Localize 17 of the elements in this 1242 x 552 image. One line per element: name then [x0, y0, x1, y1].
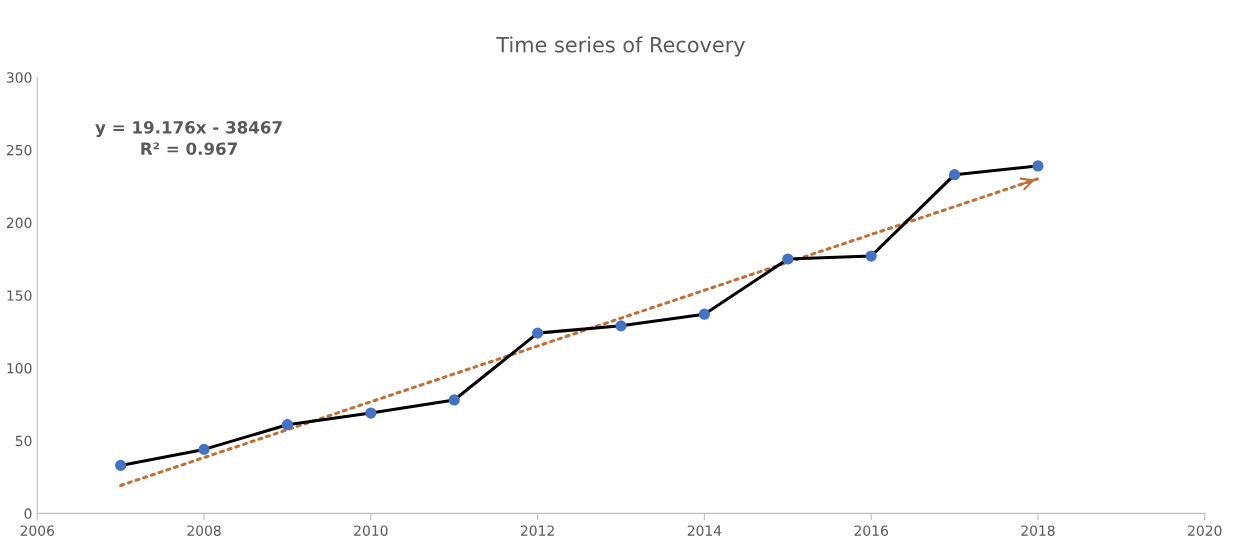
y-tick-label: 100: [7, 362, 32, 374]
x-tick-label: 2020: [1188, 525, 1222, 536]
annotation: y = 19.176x - 38467 R² = 0.967: [95, 121, 282, 155]
x-tick-label: 2006: [20, 525, 55, 536]
y-tick-label: 0: [24, 508, 32, 519]
chart-title: Time series of Recovery: [496, 36, 745, 57]
x-tick-label: 2008: [187, 525, 221, 536]
x-tick-label: 2018: [1021, 525, 1055, 536]
y-tick-label: 150: [7, 290, 32, 301]
x-tick-label: 2012: [520, 525, 554, 536]
y-tick-label: 300: [6, 72, 32, 83]
y-tick-label: 250: [6, 144, 32, 156]
x-tick-label: 2016: [854, 525, 888, 536]
x-tick-label: 2014: [687, 525, 722, 536]
y-tick-label: 50: [15, 435, 32, 447]
x-tick-label: 2010: [354, 525, 388, 536]
y-tick-label: 200: [6, 217, 32, 229]
